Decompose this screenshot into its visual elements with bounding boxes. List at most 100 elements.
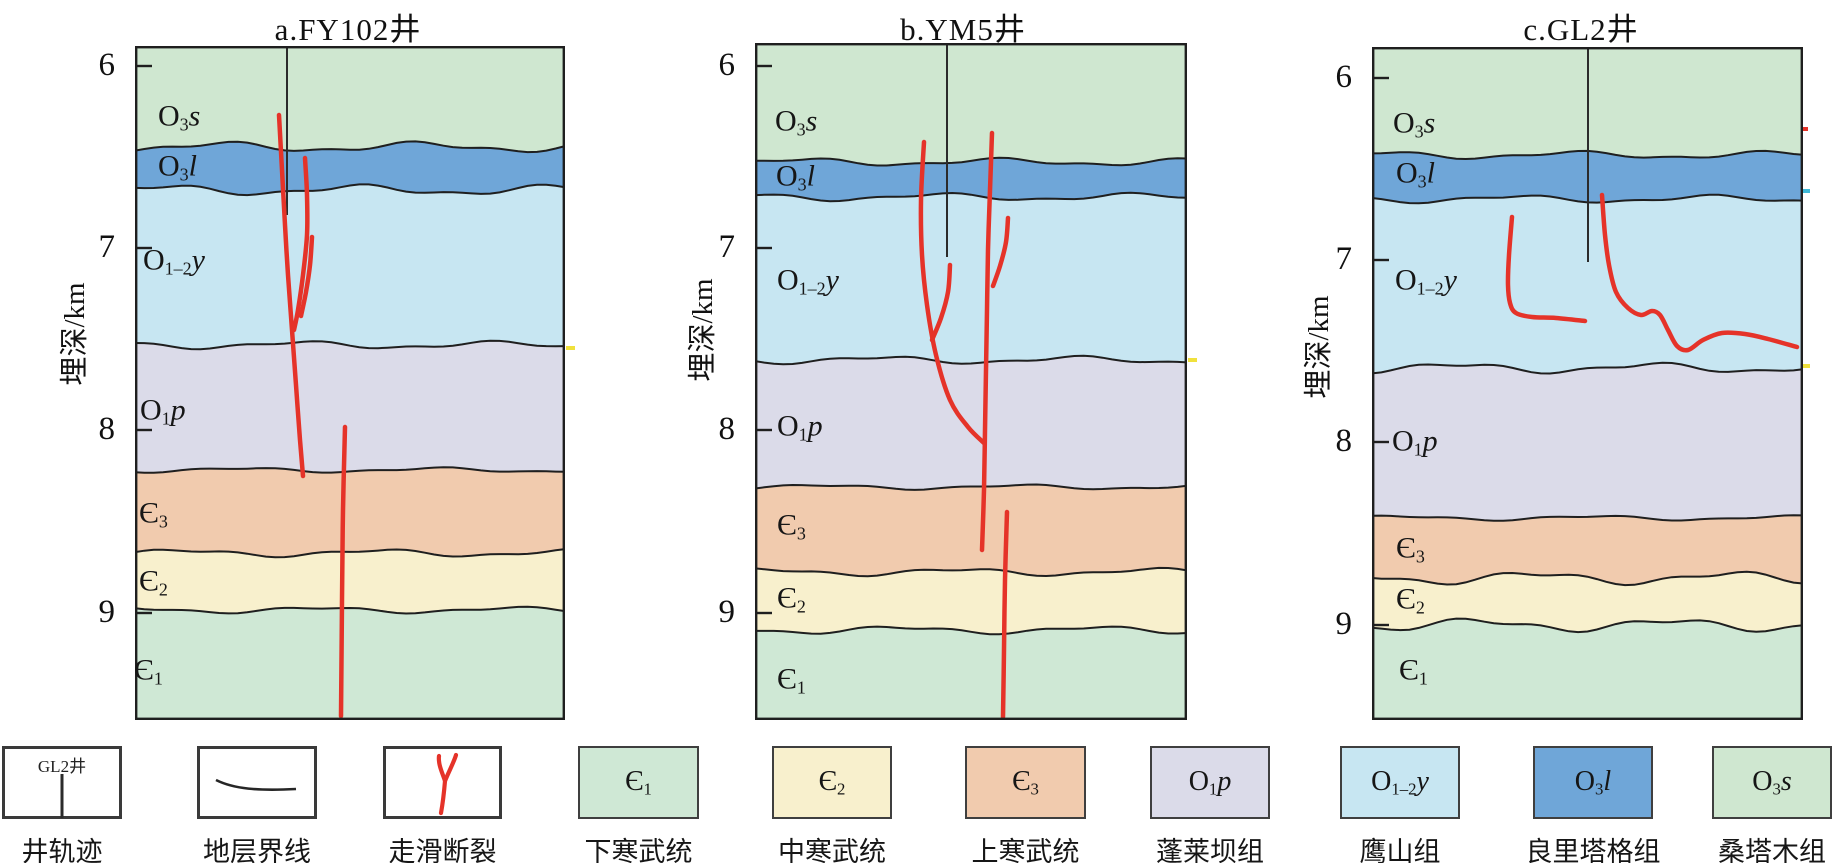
- stratigraphic-boundary-line: [1372, 570, 1803, 587]
- legend-label-fault: 走滑断裂: [388, 837, 497, 863]
- formation-symbol: O: [776, 159, 798, 193]
- edge-color-mark: [1803, 364, 1810, 368]
- formation-symbol: O: [1393, 106, 1415, 140]
- strike-slip-fault-trace: [990, 215, 1011, 289]
- strike-slip-fault-trace: [1000, 509, 1010, 720]
- panel-title-b: b.YM5井: [900, 12, 1026, 47]
- legend-label-swatch: 蓬莱坝组: [1156, 837, 1264, 863]
- legend-formation-code: O1–2y: [1371, 765, 1429, 799]
- formation-symbol: Є: [777, 662, 797, 696]
- formation-symbol: O: [1392, 424, 1414, 458]
- legend-fault-box: [383, 746, 502, 819]
- layer-label-O3s: O3s: [158, 99, 201, 135]
- legend-formation-code: Є3: [1012, 765, 1039, 799]
- depth-tick-label-6: 6: [718, 46, 736, 83]
- depth-tick-label-8: 8: [718, 410, 736, 447]
- stratigraphic-boundary-line: [755, 156, 1187, 167]
- panel-b: [755, 43, 1187, 720]
- legend-formation-code: O3s: [1752, 765, 1792, 799]
- layer-region-O1p: [755, 355, 1187, 490]
- formation-symbol: O: [1188, 765, 1209, 797]
- stratigraphic-boundary-line: [1372, 514, 1803, 522]
- stratigraphic-boundary-line: [1372, 361, 1803, 375]
- stratigraphic-boundary-line: [135, 605, 565, 615]
- depth-tick-label-9: 9: [1335, 605, 1353, 642]
- depth-tick-label-6: 6: [1335, 58, 1353, 95]
- formation-symbol: Є: [1012, 765, 1031, 797]
- layer-region-O3l: [755, 157, 1187, 202]
- strike-slip-fault-trace: [929, 262, 953, 343]
- depth-tick-label-7: 7: [98, 228, 116, 265]
- formation-symbol: O: [1371, 765, 1392, 797]
- layer-label-O1p: O1p: [1392, 424, 1438, 460]
- edge-color-mark: [1803, 127, 1808, 131]
- panel-title-a: a.FY102井: [274, 12, 422, 47]
- layer-label-O3l: O3l: [158, 149, 198, 185]
- legend-swatch-box: Є3: [965, 746, 1086, 819]
- depth-tick-label-9: 9: [718, 593, 736, 630]
- stratigraphic-boundary-line: [135, 183, 565, 197]
- strike-slip-fault-trace: [1599, 192, 1800, 353]
- panel-a-svg: [135, 46, 565, 720]
- layer-label-E2: Є2: [1396, 582, 1425, 618]
- formation-symbol: Є: [1399, 653, 1419, 687]
- layer-label-E1: Є1: [134, 653, 163, 689]
- strike-slip-fault-symbol: [436, 753, 448, 816]
- depth-axis-label: 埋深/km: [1303, 295, 1335, 399]
- layer-region-E2: [755, 567, 1187, 635]
- layer-label-E1: Є1: [1399, 653, 1428, 689]
- layer-region-O3l: [135, 141, 565, 196]
- formation-symbol: Є: [1396, 582, 1416, 616]
- formation-symbol: O: [775, 104, 797, 138]
- stratigraphic-boundary-line: [135, 339, 565, 351]
- legend-label-swatch: 下寒武统: [584, 837, 693, 863]
- strike-slip-fault-trace: [338, 424, 348, 719]
- formation-symbol: Є: [139, 564, 159, 598]
- legend-label-swatch: 桑塔木组: [1718, 837, 1826, 863]
- legend-swatch-box: O1–2y: [1340, 746, 1460, 819]
- layer-region-E3: [1372, 515, 1803, 586]
- layer-label-E1: Є1: [777, 662, 806, 698]
- formation-symbol: Є: [777, 581, 797, 615]
- layer-region-O12y: [135, 184, 565, 350]
- legend-swatch-box: O3s: [1712, 746, 1832, 819]
- depth-tick-label-7: 7: [718, 228, 736, 265]
- stratigraphic-boundary-line: [1372, 617, 1803, 634]
- legend-label-swatch: 中寒武统: [778, 837, 886, 863]
- formation-symbol: Є: [139, 496, 159, 530]
- stratigraphic-boundary-line: [135, 140, 565, 154]
- layer-label-O1p: O1p: [777, 409, 823, 445]
- depth-tick-label-7: 7: [1335, 240, 1353, 277]
- layer-region-E3: [755, 484, 1187, 577]
- layer-region-O12y: [755, 192, 1187, 365]
- formation-symbol: Є: [134, 653, 154, 687]
- strike-slip-fault-symbol-branch: [442, 752, 459, 784]
- layer-region-E2: [135, 549, 565, 614]
- legend-boundary-box: [197, 746, 317, 819]
- formation-symbol: Є: [818, 765, 838, 797]
- formation-symbol: O: [158, 99, 180, 133]
- legend-swatch-box: Є1: [578, 746, 699, 819]
- formation-symbol: O: [777, 263, 799, 297]
- layer-region-E1: [135, 606, 565, 720]
- formation-symbol: O: [1574, 765, 1596, 797]
- layer-label-O12y: O1–2y: [143, 243, 205, 279]
- depth-tick-label-6: 6: [98, 46, 116, 83]
- layer-region-O12y: [1372, 194, 1803, 374]
- layer-label-O3s: O3s: [1393, 106, 1436, 142]
- panel-c-svg: [1372, 47, 1803, 720]
- well-trajectory-symbol: [60, 774, 64, 818]
- legend-swatch-box: O1p: [1150, 746, 1270, 819]
- strike-slip-fault-trace: [979, 130, 995, 553]
- layer-region-O1p: [1372, 362, 1803, 521]
- legend-swatch-box: Є2: [772, 746, 892, 819]
- formation-symbol: O: [1752, 765, 1773, 797]
- layer-region-E1: [755, 626, 1187, 720]
- legend-formation-code: O1p: [1188, 765, 1232, 799]
- panel-border: [755, 43, 1187, 720]
- layer-label-O3l: O3l: [1396, 156, 1436, 192]
- legend-label-swatch: 良里塔格组: [1525, 837, 1661, 863]
- panel-a: [135, 46, 565, 720]
- edge-color-mark: [566, 346, 575, 350]
- formation-symbol: O: [1396, 156, 1418, 190]
